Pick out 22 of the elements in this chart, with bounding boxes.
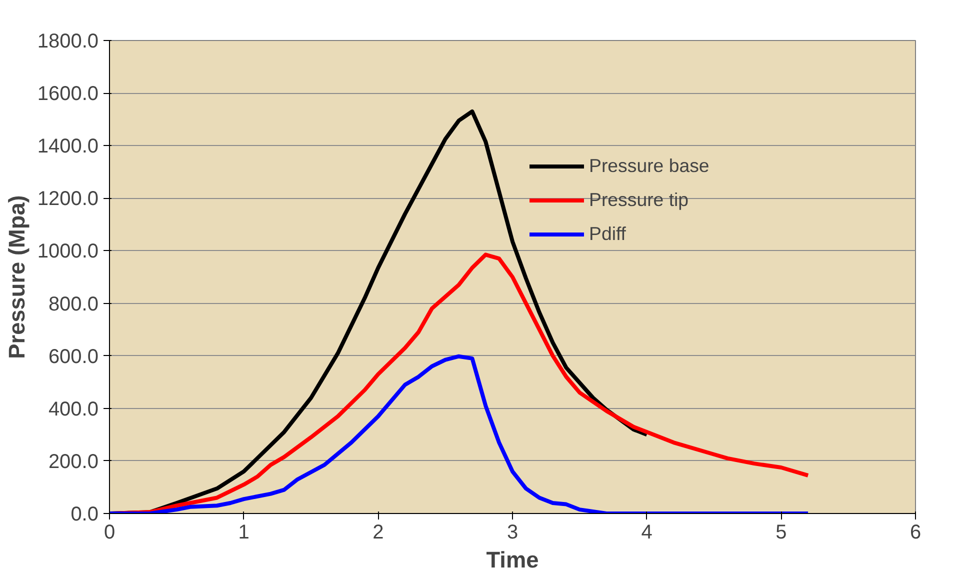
y-tick-label: 200.0 bbox=[48, 450, 99, 473]
line-series bbox=[110, 354, 810, 514]
y-tick-label: 800.0 bbox=[48, 293, 99, 316]
y-axis-title: Pressure (Mpa) bbox=[3, 195, 30, 359]
x-tick-label: 2 bbox=[372, 522, 384, 544]
x-tick-label: 5 bbox=[776, 522, 787, 544]
y-tick-label: 1400.0 bbox=[37, 136, 98, 158]
x-axis-title: Time bbox=[486, 546, 539, 572]
x-tick-label: 6 bbox=[910, 522, 922, 544]
y-tick-label: 0.0 bbox=[70, 504, 99, 526]
x-tick-label: 3 bbox=[506, 522, 518, 544]
y-tick-label: 1600.0 bbox=[37, 83, 98, 106]
y-tick-label: 1000.0 bbox=[37, 240, 98, 263]
y-tick-label: 1200.0 bbox=[37, 188, 98, 210]
y-tick-label: 1800.0 bbox=[37, 30, 98, 52]
x-tick-label: 1 bbox=[238, 522, 250, 544]
y-tick-label: 600.0 bbox=[48, 346, 99, 368]
x-tick-label: 0 bbox=[104, 522, 116, 544]
legend-label: Pressure base bbox=[589, 155, 710, 177]
y-tick-label: 400.0 bbox=[48, 398, 99, 420]
x-tick-label: 4 bbox=[641, 522, 652, 544]
legend-label: Pdiff bbox=[589, 223, 626, 245]
